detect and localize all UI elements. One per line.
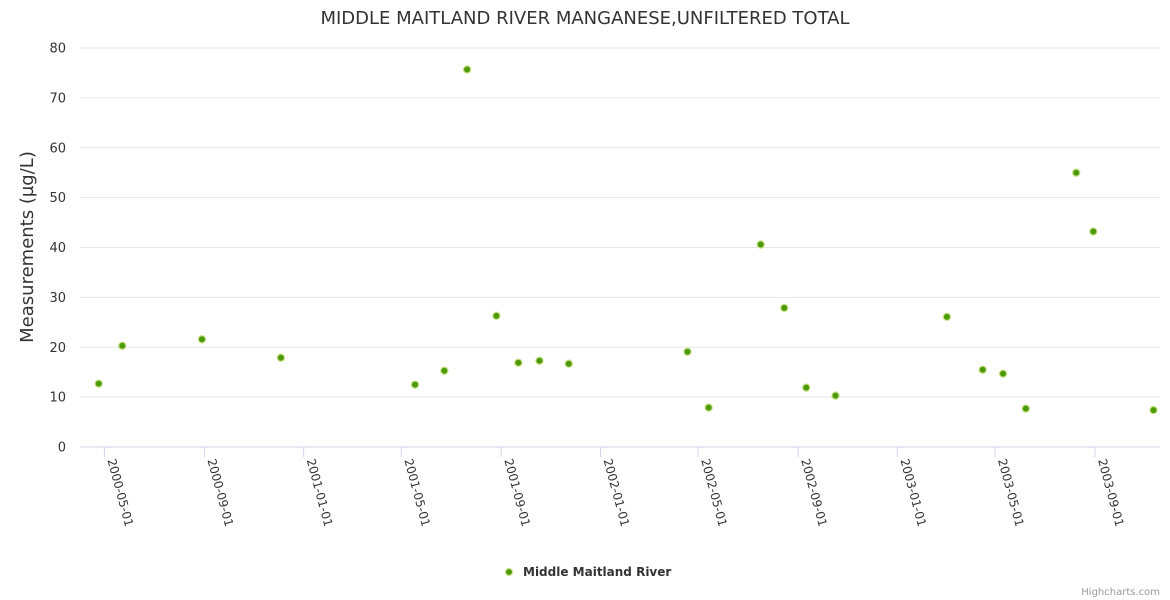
data-point[interactable] — [1072, 168, 1081, 177]
y-tick-label: 20 — [49, 341, 66, 356]
y-tick-label: 10 — [49, 391, 66, 406]
data-point[interactable] — [564, 359, 573, 368]
x-tick-label: 2002-09-01 — [798, 457, 830, 528]
x-tick-label: 2000-09-01 — [205, 457, 237, 528]
data-point[interactable] — [118, 341, 127, 350]
data-point[interactable] — [1149, 405, 1158, 415]
x-tick-label: 2003-01-01 — [897, 457, 929, 528]
x-tick-label: 2001-09-01 — [501, 457, 533, 528]
y-tick-label: 70 — [49, 91, 66, 106]
legend-item-label[interactable]: Middle Maitland River — [523, 565, 671, 579]
data-point[interactable] — [276, 353, 286, 362]
chart-title: MIDDLE MAITLAND RIVER MANGANESE,UNFILTER… — [320, 8, 849, 29]
y-axis-ticks: 0 10 20 30 40 50 60 70 80 — [49, 42, 66, 456]
data-point[interactable] — [780, 303, 789, 313]
y-tick-label: 0 — [58, 441, 66, 456]
data-point[interactable] — [514, 358, 523, 367]
y-tick-label: 80 — [49, 42, 66, 57]
x-tick-label: 2001-01-01 — [304, 457, 336, 528]
x-tick-label: 2002-05-01 — [698, 457, 730, 528]
legend-marker-icon[interactable] — [504, 567, 514, 577]
x-axis: 2000-05-01 2000-09-01 2001-01-01 2001-05-01… — [80, 446, 1160, 528]
x-tick-label: 2001-05-01 — [401, 457, 433, 528]
legend[interactable]: Middle Maitland River — [504, 565, 672, 579]
data-point[interactable] — [492, 311, 501, 321]
data-point[interactable] — [1021, 404, 1031, 413]
data-point[interactable] — [756, 240, 765, 249]
x-tick-label: 2000-05-01 — [104, 457, 136, 528]
data-point[interactable] — [94, 379, 103, 388]
x-tick-label: 2003-09-01 — [1095, 457, 1127, 528]
y-tick-label: 40 — [49, 241, 66, 256]
data-point[interactable] — [1089, 227, 1098, 236]
y-axis-label: Measurements (µg/L) — [17, 151, 38, 343]
data-point[interactable] — [683, 347, 692, 356]
y-tick-label: 30 — [49, 291, 66, 306]
data-point[interactable] — [197, 335, 207, 344]
y-tick-label: 50 — [49, 191, 66, 206]
data-point[interactable] — [440, 366, 449, 375]
data-point[interactable] — [998, 369, 1008, 378]
grid-lines — [80, 47, 1160, 398]
y-tick-label: 60 — [49, 141, 66, 156]
data-point[interactable] — [978, 365, 987, 374]
data-point[interactable] — [462, 65, 472, 74]
data-point[interactable] — [942, 312, 952, 322]
data-points — [94, 65, 1158, 415]
data-point[interactable] — [802, 383, 811, 392]
data-point[interactable] — [535, 356, 544, 365]
data-point[interactable] — [704, 403, 713, 412]
x-tick-label: 2002-01-01 — [601, 457, 633, 528]
data-point[interactable] — [831, 391, 840, 400]
credits-link[interactable]: Highcharts.com — [1081, 587, 1160, 598]
x-tick-label: 2003-05-01 — [995, 457, 1027, 528]
data-point[interactable] — [410, 380, 420, 389]
